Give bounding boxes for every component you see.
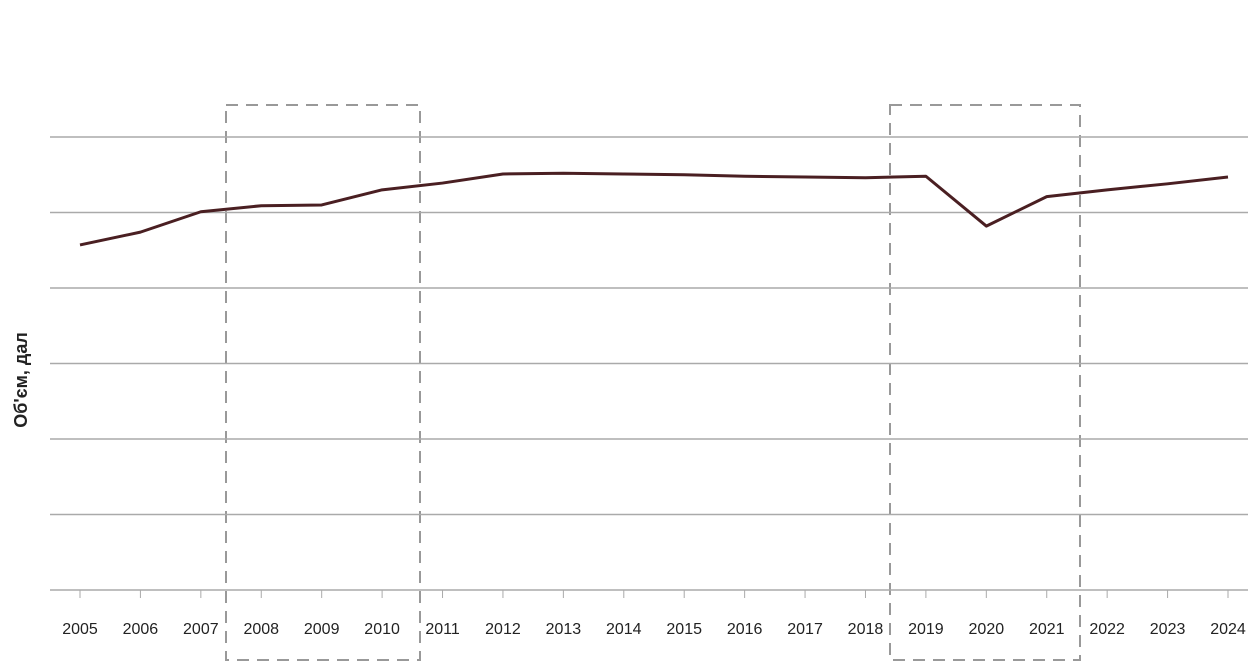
chart: Об'єм, дал 2005 2006 2007 2008 2009 2010 2011 2…: [0, 0, 1248, 664]
x-tick-label: 2013: [546, 621, 582, 638]
x-tick-label: 2021: [1029, 621, 1065, 638]
x-tick-label: 2012: [485, 621, 521, 638]
x-tick-label: 2024: [1210, 621, 1246, 638]
highlight-box: [890, 105, 1080, 660]
x-tick-label: 2015: [666, 621, 702, 638]
x-tick-label: 2009: [304, 621, 340, 638]
x-tick-label: 2010: [364, 621, 400, 638]
x-tick-label: 2007: [183, 621, 219, 638]
x-tick-label: 2005: [62, 621, 98, 638]
x-tick-label: 2018: [848, 621, 884, 638]
y-axis-label: Об'єм, дал: [11, 332, 31, 428]
x-tick-label: 2008: [243, 621, 279, 638]
x-tick-label: 2016: [727, 621, 763, 638]
x-tick-label: 2022: [1089, 621, 1125, 638]
x-tick-label: 2006: [123, 621, 159, 638]
x-tick-label: 2023: [1150, 621, 1186, 638]
x-tick-label: 2011: [425, 621, 460, 638]
data-line: [80, 173, 1228, 245]
x-tick-label: 2014: [606, 621, 642, 638]
x-tick-label: 2020: [969, 621, 1005, 638]
x-tick-label: 2019: [908, 621, 944, 638]
x-tick-label: 2017: [787, 621, 823, 638]
